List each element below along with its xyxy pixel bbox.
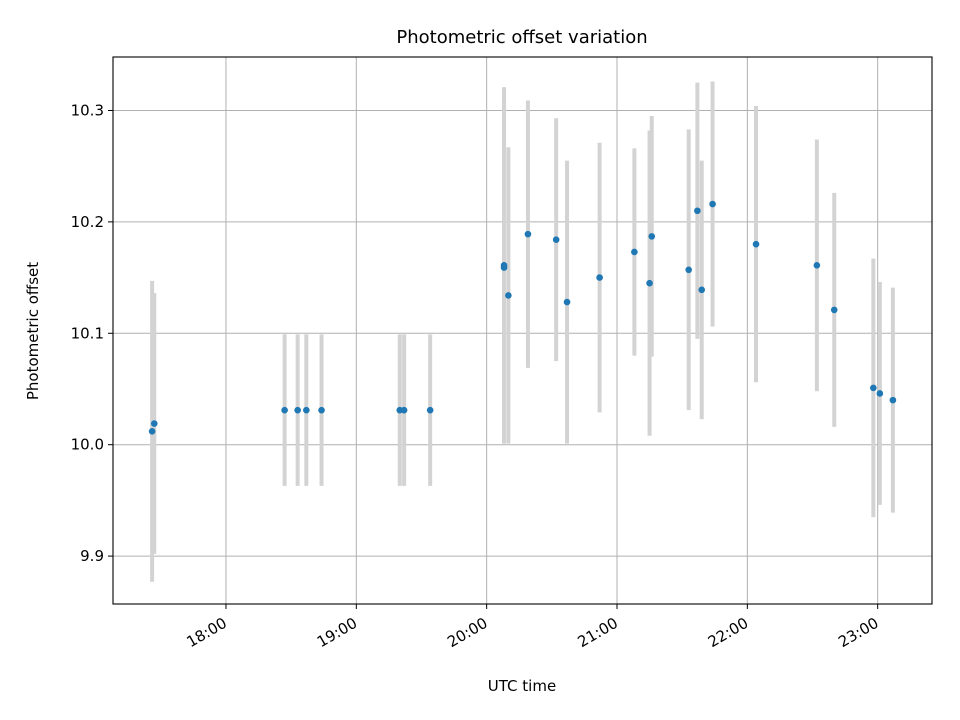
data-point-13 [552,236,560,244]
data-point-8 [426,406,434,414]
data-point-14 [563,298,571,306]
y-tick-label-3: 10.2 [71,213,104,231]
data-point-17 [646,279,653,287]
data-point-12 [524,230,532,238]
data-point-10 [500,262,508,269]
data-point-28 [889,396,897,404]
data-point-21 [698,286,706,294]
y-tick-label-1: 10.0 [71,436,104,454]
data-point-4 [303,406,310,414]
data-point-15 [596,274,603,281]
data-point-7 [400,406,408,414]
data-point-25 [830,306,838,314]
x-axis-label: UTC time [488,677,556,695]
plot-area: 18:00 19:00 20:00 21:00 22:00 23:009.910.010.… [71,56,933,651]
data-point-18 [648,233,656,240]
data-point-19 [685,266,692,274]
data-point-23 [752,240,760,248]
y-tick-label-2: 10.1 [71,324,104,342]
data-point-27 [876,390,884,397]
data-point-20 [694,207,701,215]
y-tick-label-0: 9.9 [80,547,104,565]
y-tick-label-4: 10.3 [71,101,104,119]
data-point-22 [709,200,716,208]
data-point-26 [870,384,877,392]
data-point-16 [631,248,638,256]
data-point-5 [318,406,325,414]
data-point-11 [505,292,512,299]
y-axis-label: Photometric offset [24,262,42,400]
data-point-3 [294,406,301,414]
data-point-2 [281,406,288,414]
data-point-24 [813,262,821,269]
plot-frame [112,56,933,605]
data-point-1 [150,420,158,427]
chart-title: Photometric offset variation [396,27,647,48]
data-point-0 [148,428,156,435]
